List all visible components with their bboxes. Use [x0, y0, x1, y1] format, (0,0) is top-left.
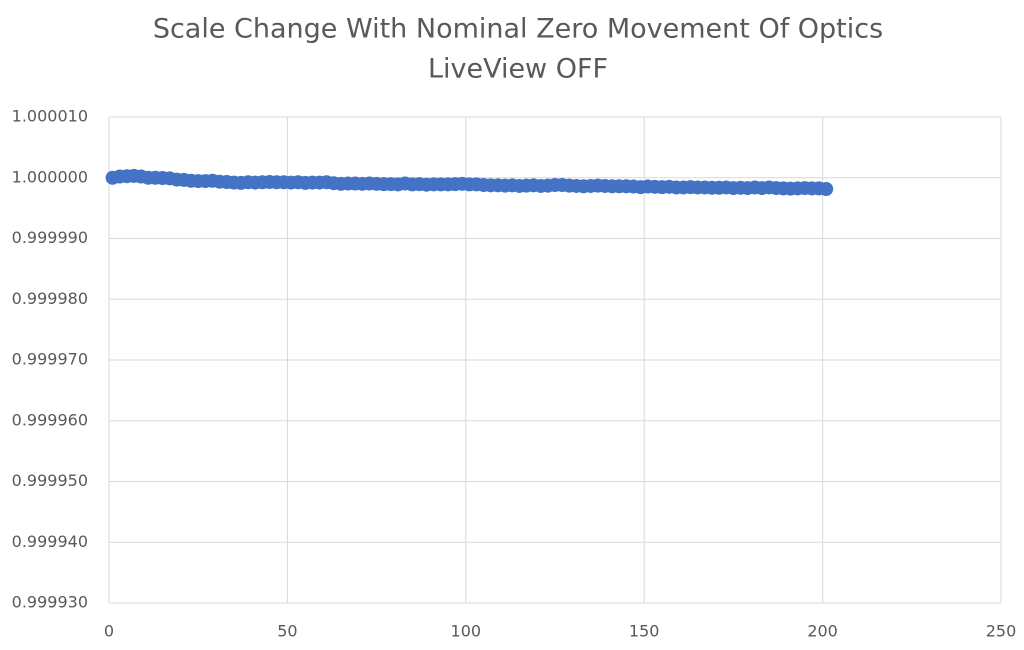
chart-subtitle: LiveView OFF	[428, 54, 608, 85]
y-tick-label: 1.000010	[12, 107, 88, 126]
x-tick-label: 150	[629, 622, 660, 641]
y-tick-label: 0.999960	[12, 410, 88, 429]
x-tick-label: 200	[807, 622, 838, 641]
y-tick-label: 0.999970	[12, 350, 88, 369]
x-tick-label: 250	[986, 622, 1017, 641]
y-tick-label: 0.999980	[12, 289, 88, 308]
x-tick-label: 100	[451, 622, 482, 641]
y-tick-label: 1.000000	[12, 167, 88, 186]
y-tick-label: 0.999950	[12, 471, 88, 490]
y-tick-label: 0.999940	[12, 532, 88, 551]
chart-title: Scale Change With Nominal Zero Movement …	[153, 14, 883, 45]
x-tick-label: 0	[104, 622, 114, 641]
y-tick-label: 0.999990	[12, 228, 88, 247]
point	[819, 181, 834, 196]
y-tick-label: 0.999930	[12, 593, 88, 612]
x-tick-label: 50	[277, 622, 297, 641]
